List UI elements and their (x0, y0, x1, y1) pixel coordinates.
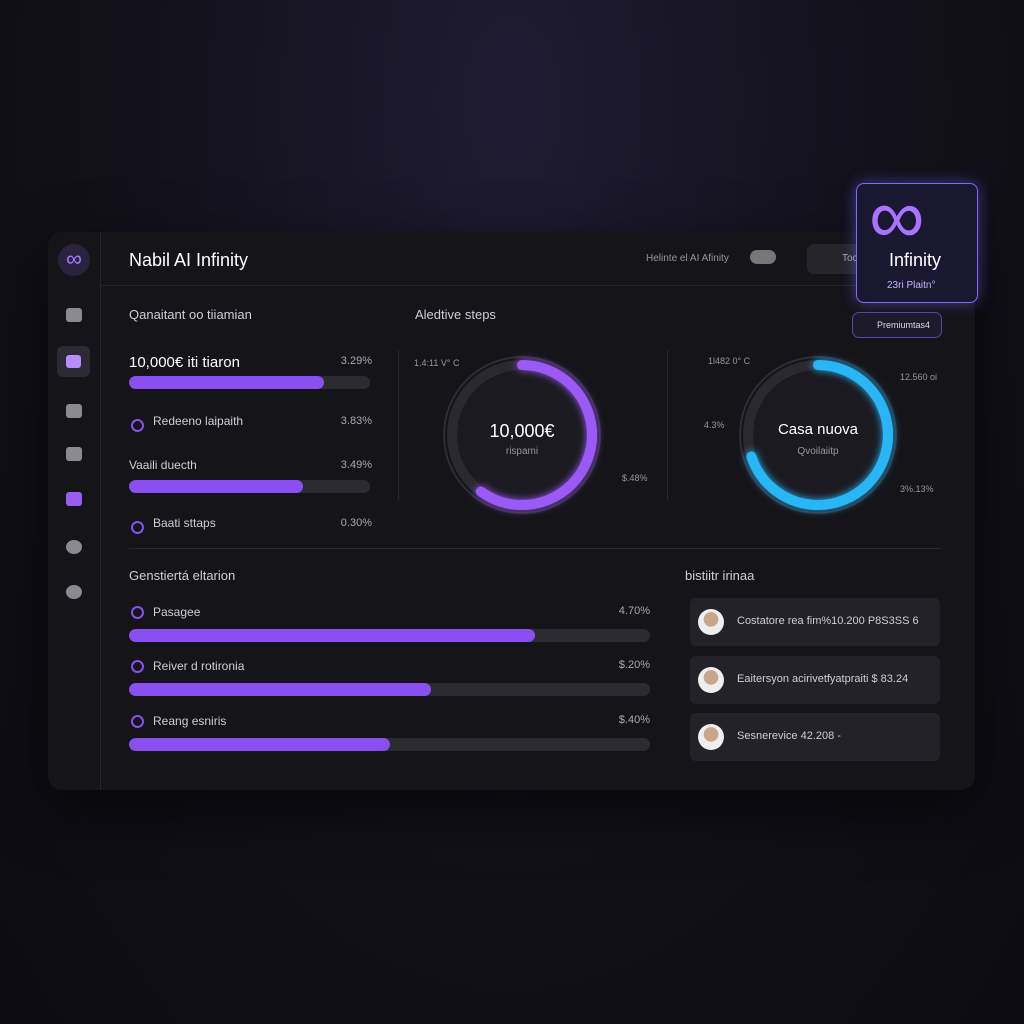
donut-sub: Qvoilaiitp (797, 446, 839, 457)
section-title: bistiitr irinaa (685, 568, 755, 583)
activity-row (690, 713, 940, 761)
item-percent: 3.83% (340, 415, 372, 427)
item-label: Vaaili duecth (129, 458, 197, 472)
nav-link[interactable]: Helinte el AI Afinity (646, 253, 729, 264)
divider (100, 285, 975, 286)
progress-fill (129, 683, 432, 696)
item-percent: $.20% (618, 659, 650, 671)
donut-annotation: 12.560 oi (900, 372, 938, 382)
badge-subtitle: 23ri Plaitn° (887, 280, 936, 291)
section-title: Qanaitant oo tiiamian (129, 307, 252, 322)
logo: ∞ (58, 244, 90, 276)
item-label: Pasagee (153, 605, 201, 619)
item-percent: $.40% (618, 714, 650, 726)
item-icon (131, 660, 144, 673)
item-icon (131, 715, 144, 728)
nav-active[interactable] (57, 346, 90, 377)
progress-track (129, 738, 650, 751)
item-percent: 3.29% (340, 355, 372, 367)
item-icon (131, 521, 144, 534)
progress-fill (129, 480, 303, 493)
donut-value: Casa nuova (777, 421, 859, 438)
nav-icon[interactable] (66, 540, 82, 554)
progress-track (129, 376, 370, 389)
activity-text: Sesnerevice 42.208 - (737, 730, 841, 742)
app-title: Nabil AI Infinity (129, 250, 249, 270)
donut-annotation: 1.4:11 V° C (414, 358, 460, 368)
progress-track (129, 480, 370, 493)
progress-fill (129, 738, 390, 751)
premium-pill[interactable]: Premiumtas4 (852, 312, 942, 338)
activity-row (690, 598, 940, 646)
item-percent: 0.30% (340, 517, 372, 529)
nav-icon[interactable] (66, 404, 82, 418)
divider (398, 350, 399, 500)
section-title: Genstiertá eltarion (129, 568, 236, 583)
donut-annotation: $.48% (622, 473, 648, 483)
divider (129, 548, 941, 549)
avatar (698, 609, 724, 635)
nav-icon[interactable] (66, 308, 82, 322)
activity-row (690, 656, 940, 704)
donut-value: 10,000€ (489, 421, 555, 441)
item-percent: 3.49% (340, 459, 372, 471)
item-label: Reang esniris (153, 714, 227, 728)
progress-fill (129, 629, 536, 642)
item-label: Reiver d rotironia (153, 659, 245, 673)
cloud-icon[interactable] (750, 250, 776, 264)
progress-track (129, 629, 650, 642)
section-title: Aledtive steps (415, 307, 496, 322)
activity-text: Eaitersyon acirivetfyatpraiti $ 83.24 (737, 673, 909, 685)
donut-annotation: 3%.13% (900, 484, 934, 494)
progress-track (129, 683, 650, 696)
badge-logo: ∞ (869, 172, 925, 260)
progress-fill (129, 376, 325, 389)
item-percent: 4.70% (618, 605, 650, 617)
badge-title: Infinity (889, 250, 942, 270)
item-label: 10,000€ iti tiaron (129, 354, 240, 371)
donut-sub: rispami (505, 446, 539, 457)
avatar (698, 724, 724, 750)
divider (667, 350, 668, 500)
sidebar (48, 232, 101, 790)
badge: ∞ Infinity 23ri Plaitn° (856, 176, 978, 303)
nav-icon[interactable] (66, 447, 82, 461)
activity-text: Costatore rea fim%10.200 P8S3SS 6 (737, 615, 919, 627)
item-icon (131, 419, 144, 432)
donut-annotation: 4.3% (704, 420, 725, 430)
donut-annotation: 1l482 0° C (708, 356, 751, 366)
avatar (698, 667, 724, 693)
item-icon (131, 606, 144, 619)
pill-text: Premiumtas4 (877, 320, 931, 330)
nav-icon[interactable] (66, 585, 82, 599)
item-label: Redeeno laipaith (153, 414, 244, 428)
item-label: Baati sttaps (153, 516, 216, 530)
nav-icon[interactable] (66, 492, 82, 506)
